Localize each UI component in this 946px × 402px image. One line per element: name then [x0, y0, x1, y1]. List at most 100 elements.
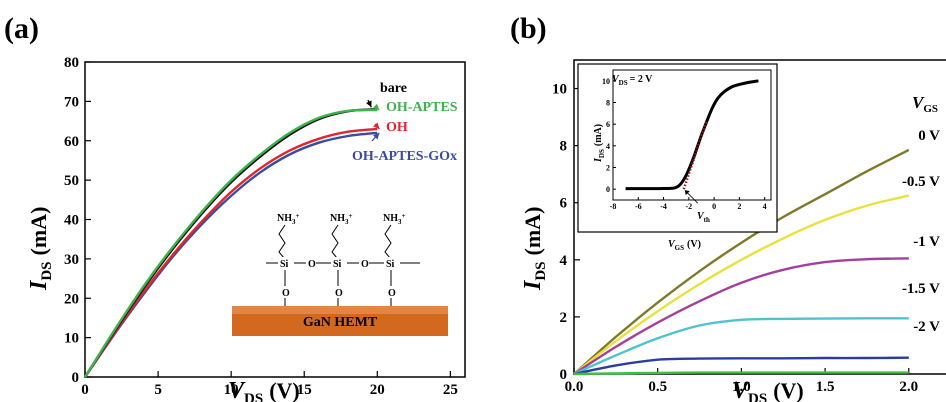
panel-a-ylabel: IDS(mA)	[26, 207, 55, 291]
substrate-highlight	[232, 306, 448, 314]
panel-b-ytick-label: 2	[560, 310, 568, 326]
inset-transfer-curve	[625, 79, 759, 191]
series-line-vgs-2-5-v	[573, 371, 909, 376]
transfer-curve-inset: -8 -6 -4 -2 0 2 4 0 2 4 6 8 10 VDS = 2 V Vth VGS (V) I…	[577, 63, 778, 252]
aptes-molecule-schematic: NH3+ Si O O NH3+ Si O O NH3+ Si O	[266, 212, 420, 306]
inset-ytick-label: 8	[606, 99, 610, 108]
annotation-arrowhead-oh-aptes	[372, 103, 380, 111]
panel-a-ytick-label: 70	[64, 94, 79, 110]
aptes-unit: NH3+ Si O O	[277, 212, 316, 306]
vth-arrowhead	[684, 190, 690, 196]
bridging-oxygen-label: O	[308, 259, 316, 270]
panel-b-xtick-label: 1.0	[732, 379, 751, 395]
panel-a-xtick-label: 5	[154, 382, 162, 398]
panel-a-ytick-label: 0	[72, 370, 80, 386]
inset-xtick-label: 4	[763, 202, 767, 211]
bridge-o-knockout	[359, 258, 369, 268]
annotation-arrowhead-oh	[373, 122, 380, 129]
aptes-unit: NH3+ Si O	[383, 212, 406, 306]
vgs-label-2-v: -2 V	[913, 319, 940, 335]
series-line-oh-aptes-gox	[84, 131, 378, 378]
panel-a-ytick-label: 60	[64, 134, 79, 150]
panel-a-ytick-label: 10	[64, 331, 79, 347]
propyl-chain	[278, 224, 286, 259]
inset-xtick-label: -6	[635, 202, 642, 211]
panel-a-ytick-label: 50	[64, 173, 79, 189]
series-line-oh-aptes	[83, 108, 378, 378]
series-line-vgs-0-v	[573, 148, 910, 375]
bridging-oxygen-label: O	[361, 259, 369, 270]
vgs-label-0-v: 0 V	[918, 128, 940, 144]
panel-b-chart: 0.0 0.5 1.0 1.5 2.0 0 2 4 6 8 10 0 V -0.5 V -1 V -1.5…	[520, 59, 946, 402]
series-label-oh-aptes-gox: OH-APTES-GOx	[352, 149, 457, 164]
panel-b-xtick-label: 1.5	[816, 379, 835, 395]
panel-a-xtick-label: 0	[81, 382, 89, 398]
inset-xtick-label: -8	[610, 202, 617, 211]
series-label-oh: OH	[386, 120, 408, 135]
panel-a-xtick-label: 25	[443, 382, 458, 398]
panel-b-xtick-label: 0.5	[648, 379, 667, 395]
panel-a-xtick-label: 10	[224, 382, 239, 398]
si-knockout	[384, 257, 400, 269]
panel-a-xlabel: VDS (V)	[228, 378, 300, 402]
oxygen-atom-label: O	[282, 288, 290, 299]
inset-ytick-label: 4	[606, 142, 610, 151]
panel-b-ytick-label: 8	[560, 139, 568, 155]
inset-xtick-label: 2	[737, 202, 741, 211]
panel-b-ylabel: IDS(mA)	[520, 207, 549, 291]
panel-b-ytick-label: 6	[560, 196, 568, 212]
inset-xtick-label: -4	[660, 202, 667, 211]
inset-ytick-label: 2	[606, 164, 610, 173]
propyl-chain	[384, 224, 392, 259]
series-line-vgs-0-5-v	[573, 194, 910, 375]
silicon-atom-label: Si	[333, 259, 342, 270]
oxygen-atom-label: O	[388, 288, 396, 299]
inset-vds-annotation: VDS = 2 V	[612, 74, 653, 87]
si-knockout	[331, 257, 347, 269]
aptes-unit: NH3+ Si O O	[330, 212, 369, 306]
vgs-label-0-5-v: -0.5 V	[902, 174, 940, 190]
inset-ytick-label: 6	[606, 120, 610, 129]
inset-vth-label: Vth	[697, 211, 710, 224]
amine-group-label: NH3+	[383, 212, 406, 226]
panel-a-ytick-label: 40	[64, 213, 79, 229]
panel-b-ytick-label: 10	[552, 82, 567, 98]
series-line-oh	[84, 127, 378, 378]
gan-hemt-label: GaN HEMT	[303, 315, 378, 330]
inset-linear-fit	[682, 120, 708, 190]
panel-a-ytick-label: 80	[64, 55, 79, 71]
panel-b-ytick-label: 4	[560, 253, 568, 269]
panel-b-xlabel: VDS (V)	[732, 378, 804, 402]
inset-xlabel: VGS (V)	[668, 239, 701, 252]
series-line-bare	[83, 108, 378, 378]
silicon-atom-label: Si	[280, 259, 289, 270]
si-knockout	[278, 257, 294, 269]
amine-group-label: NH3+	[277, 212, 300, 226]
bridge-o-knockout	[306, 258, 316, 268]
panel-b-xtick-label: 0.0	[565, 379, 584, 395]
inset-ytick-label: 10	[602, 77, 610, 86]
inset-plot-area	[612, 69, 772, 201]
inset-xtick-label: -2	[686, 202, 693, 211]
vgs-label-1-5-v: -1.5 V	[902, 281, 940, 297]
series-label-bare: bare	[380, 81, 407, 96]
annotation-arrowhead-bare	[366, 100, 372, 108]
panel-a-ytick-label: 20	[64, 291, 79, 307]
panel-b-ytick-label: 0	[560, 367, 568, 383]
series-line-vgs-2-v	[573, 356, 909, 376]
amine-group-label: NH3+	[330, 212, 353, 226]
inset-ytick-label: 0	[606, 185, 610, 194]
propyl-chain	[331, 224, 339, 259]
series-label-oh-aptes: OH-APTES	[386, 100, 458, 115]
panel-a-xtick-label: 20	[370, 382, 385, 398]
series-line-vgs-1-5-v	[573, 317, 909, 376]
vgs-legend-title: VGS	[912, 93, 938, 115]
annotation-arrowhead-oh-aptes-gox	[373, 132, 380, 140]
panel-b-frame	[573, 59, 946, 375]
silicon-atom-label: Si	[386, 259, 395, 270]
vgs-label-1-v: -1 V	[913, 234, 940, 250]
series-line-vgs-1-v	[573, 257, 909, 376]
panel-a-chart: 0 5 10 15 20 25 0 10 20 30 40 50 60 70 80 bare OH-APTES…	[26, 55, 466, 402]
panel-b-xtick-label: 2.0	[899, 379, 918, 395]
